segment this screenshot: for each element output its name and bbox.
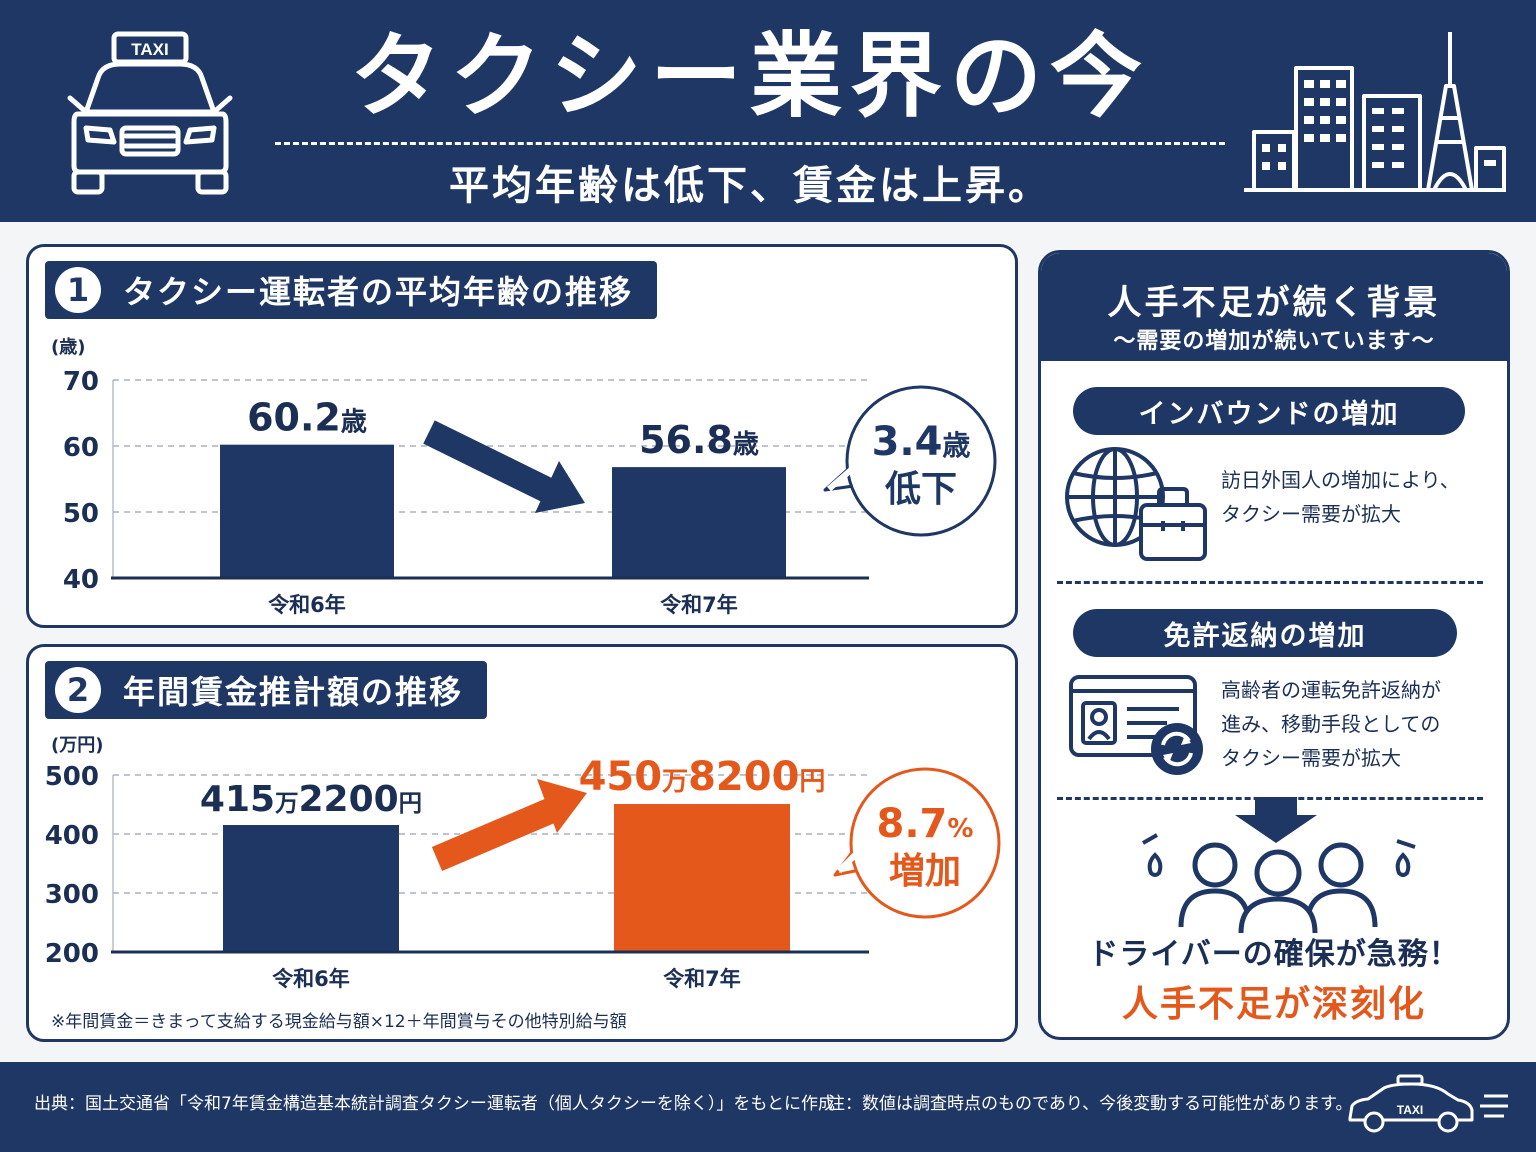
x-tick-label: 令和6年 <box>272 967 350 991</box>
bar <box>223 825 399 952</box>
wage-change-bubble: 8.7% 増加 <box>833 767 1001 919</box>
reason-line: 進み、移動手段としての <box>1221 712 1441 736</box>
reason-line: 訪日外国人の増加により、 <box>1221 468 1460 492</box>
svg-text:8.7%: 8.7% <box>877 801 974 847</box>
page-subtitle: 平均年齢は低下、賃金は上昇。 <box>449 163 1051 209</box>
age-change-unit: 歳 <box>942 429 970 462</box>
reason-line: 高齢者の運転免許返納が <box>1221 678 1441 702</box>
y-tick-label: 60 <box>63 433 99 463</box>
license-return-description: 高齢者の運転免許返納が 進み、移動手段としての タクシー需要が拡大 <box>1221 673 1441 775</box>
license-card-icon <box>1069 675 1203 775</box>
y-tick-label: 500 <box>45 762 99 792</box>
age-change-value: 3.4 <box>872 419 943 465</box>
inbound-description: 訪日外国人の増加により、 タクシー需要が拡大 <box>1221 463 1460 531</box>
wage-panel-title: 年間賃金推計額の推移 <box>123 673 464 711</box>
x-tick-label: 令和6年 <box>268 593 346 617</box>
x-tick-label: 令和7年 <box>660 593 738 617</box>
decrease-arrowhead-icon <box>535 461 585 513</box>
wage-change-value: 8.7 <box>877 801 948 847</box>
age-panel-title: タクシー運転者の平均年齢の推移 <box>123 273 634 311</box>
background-panel: 人手不足が続く背景 〜需要の増加が続いています〜 インバウンドの増加 訪日外国人… <box>1038 250 1510 1040</box>
wage-panel-header: 2 年間賃金推計額の推移 <box>45 661 488 719</box>
bar <box>614 804 790 952</box>
background-panel-header: 人手不足が続く背景 〜需要の増加が続いています〜 <box>1041 253 1507 361</box>
conclusion-shortage: 人手不足が深刻化 <box>1121 984 1426 1025</box>
down-arrow-icon <box>1235 797 1317 843</box>
svg-text:3.4歳: 3.4歳 <box>872 419 971 465</box>
wage-change-text: 増加 <box>889 851 961 892</box>
taxi-sign-text: TAXI <box>131 40 168 59</box>
bar-data-label: 415万2200円 <box>200 779 422 820</box>
driver-shortage-icon <box>1142 797 1416 933</box>
increase-arrow-icon <box>431 795 565 871</box>
y-tick-label: 50 <box>63 499 99 529</box>
people-icon <box>1178 842 1378 933</box>
footer-taxi-icon: TAXI <box>1348 1074 1508 1133</box>
bar-data-label: 56.8歳 <box>639 418 759 462</box>
age-change-text: 低下 <box>885 469 957 510</box>
section-number-badge: 2 <box>55 667 101 713</box>
y-tick-label: 70 <box>63 367 99 397</box>
wage-change-unit: % <box>947 814 973 844</box>
reason-line: タクシー需要が拡大 <box>1221 746 1401 770</box>
decrease-arrow-icon <box>423 420 557 504</box>
header-banner: TAXI タクシー業界の今 平均年齢は低下、賃金は上昇。 <box>0 0 1536 222</box>
footer-bar: 出典：国土交通省「令和7年賃金構造基本統計調査タクシー運転者（個人タクシーを除く… <box>0 1062 1536 1152</box>
increase-arrowhead-icon <box>537 779 587 833</box>
license-return-heading: 免許返納の増加 <box>1073 609 1457 657</box>
x-tick-label: 令和7年 <box>663 967 741 991</box>
bar <box>612 467 786 578</box>
city-skyline-icon <box>1244 32 1506 192</box>
bar-data-label: 450万8200円 <box>579 754 826 800</box>
y-tick-label: 300 <box>45 880 99 910</box>
section-divider <box>1057 581 1483 584</box>
age-chart-panel: 1 タクシー運転者の平均年齢の推移 (歳) 70 60 50 40 令和6年 60.2歳… <box>26 244 1018 628</box>
wage-footnote: ※年間賃金＝きまって支給する現金給与額×12＋年間賞与その他特別給与額 <box>51 1012 627 1032</box>
background-subtitle: 〜需要の増加が続いています〜 <box>1113 329 1435 354</box>
sweat-drop-icon <box>1142 833 1416 877</box>
page-title: タクシー業界の今 <box>349 23 1150 130</box>
globe-luggage-icon <box>1065 447 1207 561</box>
section-number-badge: 1 <box>55 267 101 313</box>
title-divider <box>275 142 1225 145</box>
wage-y-axis-label: (万円) <box>51 735 103 756</box>
conclusion-urgent: ドライバーの確保が急務！ <box>1088 937 1460 972</box>
footer-taxi-sign: TAXI <box>1397 1103 1423 1117</box>
inbound-heading: インバウンドの増加 <box>1073 387 1465 435</box>
age-change-bubble: 3.4歳 低下 <box>823 385 997 537</box>
bar-data-label: 60.2歳 <box>247 396 367 440</box>
reason-line: タクシー需要が拡大 <box>1221 502 1401 526</box>
y-tick-label: 40 <box>63 565 99 595</box>
wage-chart-panel: 2 年間賃金推計額の推移 (万円) 500 400 300 200 令和6年 415万2… <box>26 644 1018 1042</box>
footer-note: 注：数値は調査時点のものであり、今後変動する可能性があります。 <box>828 1094 1353 1114</box>
source-citation: 出典：国土交通省「令和7年賃金構造基本統計調査タクシー運転者（個人タクシーを除く… <box>34 1094 835 1114</box>
taxi-icon: TAXI <box>67 31 233 195</box>
background-title: 人手不足が続く背景 <box>1107 283 1441 323</box>
y-tick-label: 400 <box>45 821 99 851</box>
y-tick-label: 200 <box>45 939 99 969</box>
age-panel-header: 1 タクシー運転者の平均年齢の推移 <box>45 261 658 319</box>
bar <box>220 444 394 578</box>
age-y-axis-label: (歳) <box>51 337 85 358</box>
